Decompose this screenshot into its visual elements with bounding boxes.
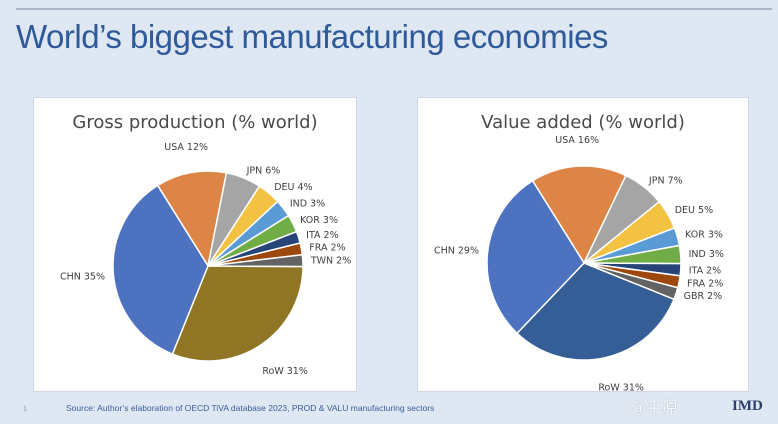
slice-label-jpn: JPN 7%	[648, 175, 683, 186]
slice-label-chn: CHN 29%	[434, 246, 479, 257]
chart-panel-value-added: Value added (% world) USA 16% JPN 7% DEU 5…	[417, 97, 749, 392]
chart-title: Gross production (% world)	[72, 112, 318, 133]
slice-label-ita: ITA 2%	[306, 230, 338, 241]
slice-label-gbr: GBR 2%	[684, 291, 723, 302]
slice-label-jpn: JPN 6%	[246, 166, 281, 177]
chart-title: Value added (% world)	[481, 112, 685, 133]
header-rule	[16, 8, 772, 10]
slice-label-kor: KOR 3%	[685, 229, 723, 240]
pie-chart-value-added: USA 16% JPN 7% DEU 5% KOR 3% IND 3% ITA 2% FRA…	[434, 135, 724, 391]
pie-chart-gross-production: USA 12% JPN 6% DEU 4% IND 3% KOR 3% ITA 2%FRA…	[60, 142, 351, 377]
slice-label-fra: FRA 2%	[309, 242, 345, 253]
slice-label-twn: TWN 2%	[310, 255, 351, 266]
slice-label-ita: ITA 2%	[689, 265, 721, 276]
slice-label-chn: CHN 35%	[60, 272, 105, 283]
slice-label-kor: KOR 3%	[300, 215, 338, 226]
slice-label-fra: FRA 2%	[687, 278, 723, 289]
watermark: @平原	[630, 400, 679, 417]
pie-slice-usa	[531, 165, 627, 265]
pie-slice-chn	[486, 179, 585, 335]
chart-panel-gross-production: Gross production (% world) USA 12% JPN 6%…	[33, 97, 357, 392]
slice-label-row: RoW 31%	[262, 366, 308, 377]
slice-label-ind: IND 3%	[290, 198, 325, 209]
imd-logo: IMD	[732, 398, 763, 414]
pie-slice-usa	[156, 170, 228, 269]
slice-label-deu: DEU 5%	[675, 205, 713, 216]
slide-title: World’s biggest manufacturing economies	[16, 18, 608, 55]
pie-slice-row	[171, 265, 304, 362]
slice-label-usa: USA 16%	[555, 135, 599, 146]
slice-label-usa: USA 12%	[164, 142, 208, 153]
pie-slice-row	[516, 262, 675, 361]
pie-slice-chn	[112, 184, 209, 356]
slice-label-ind: IND 3%	[689, 249, 724, 260]
page-number: 1	[23, 406, 27, 413]
slice-label-deu: DEU 4%	[274, 182, 312, 193]
slice-label-row: RoW 31%	[598, 382, 644, 391]
source-note: Source: Author’s elaboration of OECD TiV…	[66, 403, 435, 413]
